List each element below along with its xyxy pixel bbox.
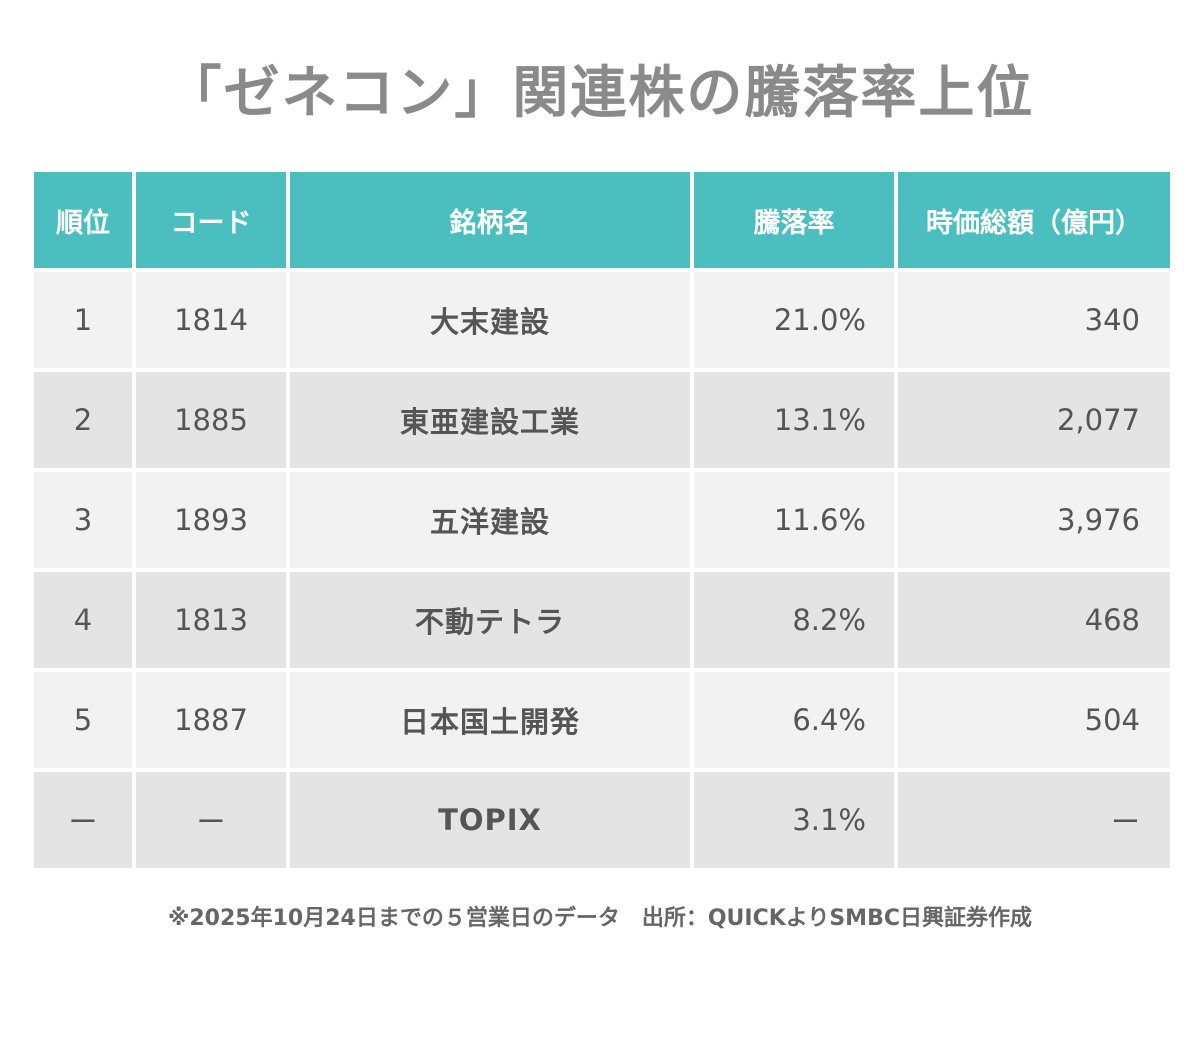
cell-name: TOPIX	[290, 772, 690, 868]
cell-name: 不動テトラ	[290, 572, 690, 668]
cell-rank: 1	[34, 272, 132, 368]
table-row-benchmark: ー ー TOPIX 3.1% ー	[34, 772, 1170, 868]
table-row: 5 1887 日本国土開発 6.4% 504	[34, 672, 1170, 768]
cell-rank: 3	[34, 472, 132, 568]
table-row: 2 1885 東亜建設工業 13.1% 2,077	[34, 372, 1170, 468]
cell-change: 13.1%	[694, 372, 894, 468]
cell-market-cap: 2,077	[898, 372, 1170, 468]
header-name: 銘柄名	[290, 172, 690, 268]
cell-rank: 5	[34, 672, 132, 768]
cell-code: 1885	[136, 372, 286, 468]
cell-name: 東亜建設工業	[290, 372, 690, 468]
cell-code: 1887	[136, 672, 286, 768]
cell-code: 1814	[136, 272, 286, 368]
header-change: 騰落率	[694, 172, 894, 268]
header-code: コード	[136, 172, 286, 268]
cell-change: 6.4%	[694, 672, 894, 768]
cell-name: 大末建設	[290, 272, 690, 368]
header-rank: 順位	[34, 172, 132, 268]
cell-code: 1893	[136, 472, 286, 568]
cell-change: 21.0%	[694, 272, 894, 368]
cell-market-cap: 504	[898, 672, 1170, 768]
cell-change: 8.2%	[694, 572, 894, 668]
cell-market-cap: ー	[898, 772, 1170, 868]
cell-name: 日本国土開発	[290, 672, 690, 768]
cell-market-cap: 468	[898, 572, 1170, 668]
cell-market-cap: 340	[898, 272, 1170, 368]
header-market-cap: 時価総額（億円）	[898, 172, 1170, 268]
cell-change: 11.6%	[694, 472, 894, 568]
cell-rank: 4	[34, 572, 132, 668]
cell-code: 1813	[136, 572, 286, 668]
cell-change: 3.1%	[694, 772, 894, 868]
cell-rank: ー	[34, 772, 132, 868]
cell-name: 五洋建設	[290, 472, 690, 568]
table-row: 3 1893 五洋建設 11.6% 3,976	[34, 472, 1170, 568]
cell-code: ー	[136, 772, 286, 868]
chart-title: 「ゼネコン」関連株の騰落率上位	[165, 61, 1035, 126]
cell-rank: 2	[34, 372, 132, 468]
ranking-table: 順位 コード 銘柄名 騰落率 時価総額（億円） 1 1814 大末建設 21.0…	[30, 168, 1174, 872]
table-row: 4 1813 不動テトラ 8.2% 468	[34, 572, 1170, 668]
footnote: ※2025年10月24日までの５営業日のデータ 出所：QUICKよりSMBC日興…	[167, 906, 1032, 931]
table-row: 1 1814 大末建設 21.0% 340	[34, 272, 1170, 368]
table-header-row: 順位 コード 銘柄名 騰落率 時価総額（億円）	[34, 172, 1170, 268]
cell-market-cap: 3,976	[898, 472, 1170, 568]
